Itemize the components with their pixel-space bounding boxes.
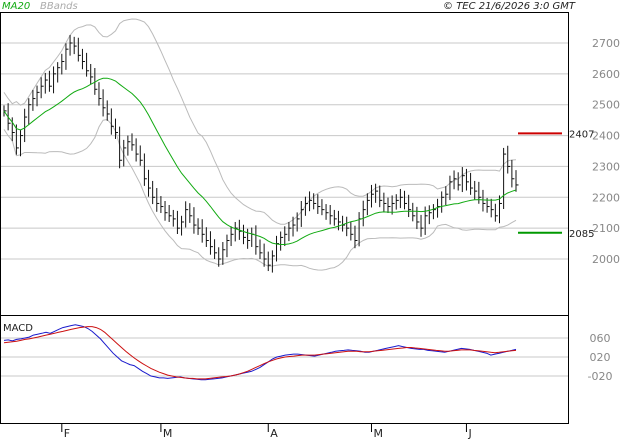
macd-title: MACD [3,323,33,334]
macd-lines [3,324,517,381]
legend-ma20: MA20 [2,1,30,12]
copyright-text: © TEC 21/6/2026 3:0 GMT [443,1,576,12]
legend-bbands: BBands [40,1,78,12]
x-tick-label: J [467,427,471,440]
price-tick-label: 2000 [592,253,620,266]
price-tick-label: 2100 [592,222,620,235]
resistance-label: 2407 [569,129,594,140]
bband-lower [3,118,517,271]
ohlc-bars [3,34,519,273]
macd-tick-label: -020 [588,370,613,383]
macd-tick-label: 060 [590,332,611,345]
price-tick-label: 2200 [592,191,620,204]
price-tick-label: 2600 [592,68,620,81]
bband-upper [3,18,517,225]
bollinger-bands [3,18,517,271]
macd-tick-label: 020 [590,351,611,364]
macd-panel-frame [0,315,569,424]
price-tick-label: 2500 [592,99,620,112]
price-tick-label: 2300 [592,160,620,173]
x-tick-label: M [373,427,383,440]
x-tick-label: A [270,427,278,440]
x-tick-label: F [64,427,70,440]
signal-series [3,326,517,380]
price-tick-label: 2700 [592,37,620,50]
macd-series [3,324,517,381]
macd-axis: 060 020 -020 [588,332,613,383]
price-levels: 2407 2085 [518,129,594,240]
price-axis: 2000 2100 2200 2300 2400 2500 2600 2700 [592,37,620,266]
ma20-path [3,77,517,245]
ma20-line [3,77,517,245]
price-tick-label: 2400 [592,130,620,143]
price-panel-frame [0,12,569,316]
x-tick-label: M [163,427,173,440]
support-label: 2085 [569,229,594,240]
